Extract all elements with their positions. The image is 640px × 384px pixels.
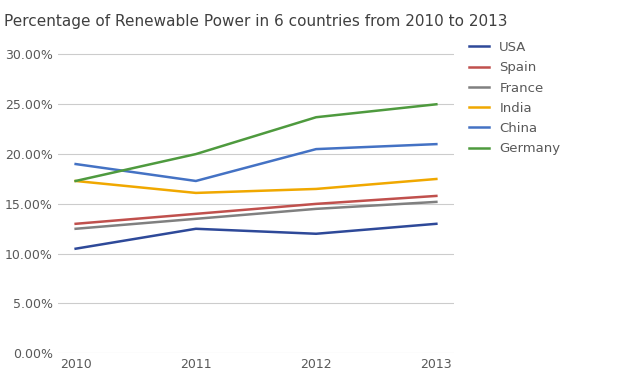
Title: Percentage of Renewable Power in 6 countries from 2010 to 2013: Percentage of Renewable Power in 6 count…	[4, 14, 508, 29]
USA	[433, 222, 440, 226]
Legend: USA, Spain, France, India, China, Germany: USA, Spain, France, India, China, German…	[469, 41, 561, 156]
Line: USA: USA	[76, 224, 436, 249]
Germany	[192, 152, 200, 156]
Germany	[72, 179, 79, 183]
USA	[312, 232, 320, 236]
India	[72, 179, 79, 183]
France	[72, 227, 79, 231]
China	[433, 142, 440, 146]
France	[192, 217, 200, 221]
Line: France: France	[76, 202, 436, 229]
France	[433, 200, 440, 204]
Germany	[433, 102, 440, 107]
India	[433, 177, 440, 181]
Germany	[312, 115, 320, 119]
Line: China: China	[76, 144, 436, 181]
Spain	[433, 194, 440, 198]
Line: Spain: Spain	[76, 196, 436, 224]
Spain	[72, 222, 79, 226]
Spain	[192, 212, 200, 216]
India	[192, 190, 200, 195]
Line: India: India	[76, 179, 436, 193]
France	[312, 207, 320, 211]
China	[72, 162, 79, 166]
USA	[72, 247, 79, 251]
Spain	[312, 202, 320, 206]
India	[312, 187, 320, 191]
China	[192, 179, 200, 183]
USA	[192, 227, 200, 231]
Line: Germany: Germany	[76, 104, 436, 181]
China	[312, 147, 320, 151]
